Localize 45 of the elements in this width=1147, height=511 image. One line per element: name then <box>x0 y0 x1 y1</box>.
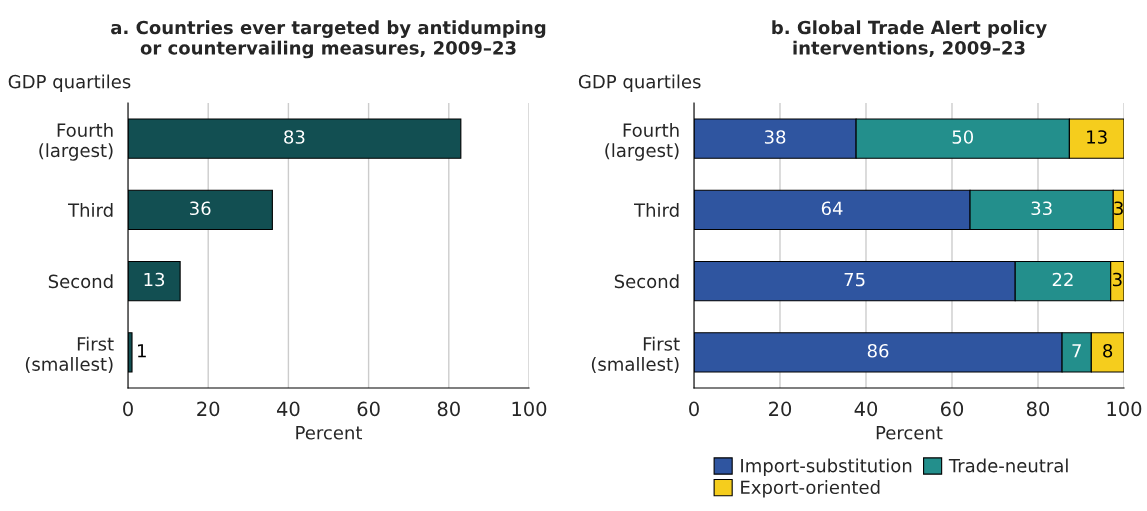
x-tick-label: 40 <box>854 401 878 417</box>
data-label: 7 <box>1072 344 1081 358</box>
legend-label: Export-oriented <box>741 480 880 498</box>
legend-label: Trade-neutral <box>948 458 1068 473</box>
x-tick-label: 40 <box>276 401 300 417</box>
data-label: 83 <box>284 130 305 144</box>
x-tick-label: 20 <box>769 401 792 417</box>
y-tick-label: Third <box>68 203 113 217</box>
data-label: 75 <box>844 272 865 287</box>
data-label: 22 <box>1052 272 1073 287</box>
data-label: 64 <box>821 201 843 216</box>
y-tick-label: Third <box>634 203 679 217</box>
y-tick-label: Fourth (largest) <box>39 123 113 161</box>
x-axis-title: Percent <box>296 426 363 440</box>
data-label: 3 <box>1112 272 1122 287</box>
chart-title: a. Countries ever targeted by antidumping or countervailing measures, 2009–23 <box>111 20 546 59</box>
y-tick-label: Fourth (largest) <box>605 123 679 161</box>
data-label: 1 <box>138 344 146 358</box>
y-axis-title: GDP quartiles <box>578 74 701 92</box>
x-tick-label: 0 <box>689 401 699 417</box>
y-tick-label: First (smallest) <box>25 336 114 374</box>
y-axis-title: GDP quartiles <box>8 74 131 92</box>
chart-title: b. Global Trade Alert policy interventions, 2009–23 <box>772 20 1047 57</box>
x-tick-label: 0 <box>123 401 133 417</box>
x-tick-label: 60 <box>940 401 964 417</box>
x-tick-label: 20 <box>197 401 220 417</box>
y-tick-label: Second <box>48 274 113 289</box>
data-label: 38 <box>764 130 786 144</box>
x-axis-title: Percent <box>876 426 943 440</box>
x-tick-label: 100 <box>512 401 547 417</box>
data-label: 33 <box>1031 201 1052 216</box>
data-label: 50 <box>952 130 974 144</box>
data-label: 3 <box>1114 201 1123 216</box>
x-tick-label: 60 <box>357 401 380 417</box>
x-tick-label: 80 <box>1026 401 1050 417</box>
x-tick-label: 80 <box>437 401 460 417</box>
x-tick-label: 100 <box>1107 401 1142 417</box>
data-label: 36 <box>190 201 211 216</box>
data-label: 8 <box>1103 343 1113 358</box>
y-tick-label: First (smallest) <box>591 336 680 374</box>
y-tick-label: Second <box>614 274 679 289</box>
data-label: 13 <box>144 272 165 287</box>
data-label: 86 <box>867 343 889 358</box>
data-label: 13 <box>1087 130 1107 144</box>
legend-label: Import-substitution <box>741 458 912 476</box>
